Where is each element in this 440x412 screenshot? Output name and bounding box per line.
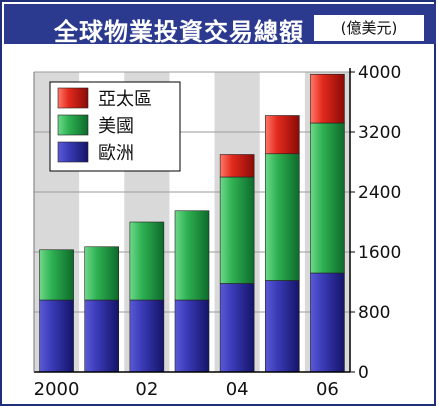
legend-label-歐洲: 歐洲: [98, 143, 134, 164]
bar-segment-歐洲-01: [84, 299, 120, 373]
legend-label-美國: 美國: [98, 116, 134, 137]
y-tick-label: 2400: [358, 183, 401, 203]
legend-swatch-歐洲: [57, 141, 89, 163]
x-tick-label: 2000: [34, 379, 80, 400]
legend-label-亞太區: 亞太區: [98, 89, 152, 110]
bar-segment-美國-06: [310, 122, 345, 274]
bar-segment-美國-02: [129, 221, 165, 301]
x-tick-label: 02: [135, 379, 158, 400]
bar-segment-美國-03: [174, 210, 210, 301]
bar-segment-歐洲-06: [310, 272, 345, 373]
bar-segment-美國-2000: [39, 249, 74, 301]
bar-segment-美國-01: [84, 246, 120, 301]
title-banner: 全球物業投資交易總額 (億美元): [4, 4, 436, 46]
y-tick-label: 3200: [358, 123, 401, 143]
bar-segment-美國-05: [264, 153, 300, 281]
x-tick-label: 04: [226, 379, 249, 400]
chart-title: 全球物業投資交易總額: [54, 18, 304, 46]
bar-segment-歐洲-2000: [39, 299, 74, 373]
bar-segment-亞太區-05: [264, 115, 300, 155]
y-tick-label: 4000: [358, 63, 401, 83]
bar-segment-亞太區-06: [310, 73, 345, 124]
unit-label: (億美元): [314, 15, 424, 41]
bar-segment-歐洲-05: [264, 280, 300, 373]
bar-segment-美國-04: [219, 176, 255, 284]
legend-swatch-美國: [57, 114, 89, 136]
bar-segment-歐洲-02: [129, 299, 165, 373]
bar-segment-歐洲-04: [219, 283, 255, 373]
legend-swatch-亞太區: [57, 87, 89, 109]
y-tick-label: 1600: [358, 243, 401, 263]
bar-segment-歐洲-03: [174, 299, 210, 373]
bar-segment-亞太區-04: [219, 154, 255, 178]
x-tick-label: 06: [316, 379, 339, 400]
y-tick-label: 0: [358, 363, 369, 383]
y-tick-label: 800: [358, 303, 390, 323]
